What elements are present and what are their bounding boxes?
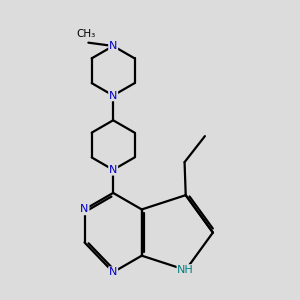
Text: N: N <box>109 91 117 100</box>
Text: N: N <box>109 41 117 51</box>
Text: NH: NH <box>177 265 194 275</box>
Text: N: N <box>80 204 89 214</box>
Text: N: N <box>109 267 117 277</box>
Text: CH₃: CH₃ <box>76 29 95 39</box>
Text: N: N <box>109 165 117 175</box>
